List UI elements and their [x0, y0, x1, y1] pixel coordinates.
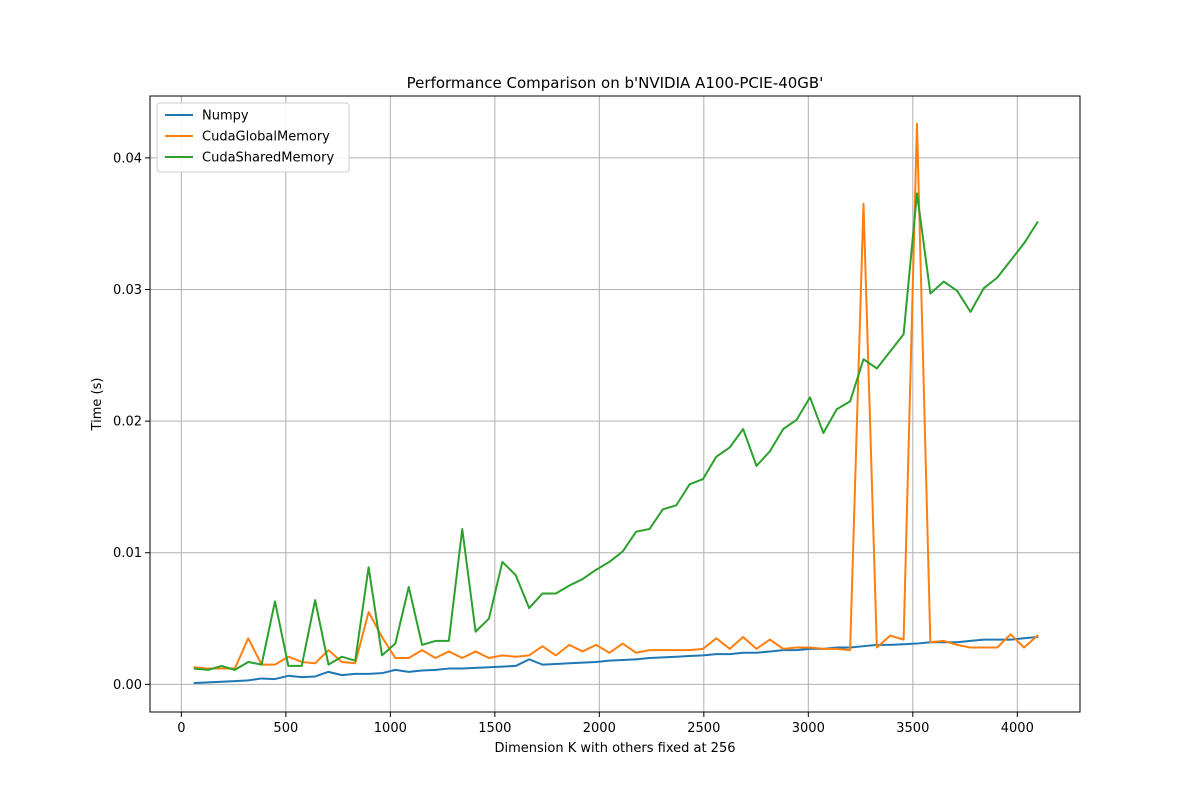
y-tick-label: 0.03	[113, 283, 142, 298]
series-layer	[193, 122, 1039, 685]
series-line-cudaglobalmemory	[193, 122, 1039, 670]
series-line-cudasharedmemory	[193, 192, 1039, 671]
y-tick-label: 0.01	[113, 546, 142, 561]
x-axis-label: Dimension K with others fixed at 256	[494, 741, 735, 756]
y-axis-label: Time (s)	[90, 378, 105, 432]
x-tick-label: 3000	[792, 721, 825, 736]
y-tick-label: 0.04	[113, 151, 142, 166]
x-tick-label: 1500	[478, 721, 511, 736]
x-tick-label: 4000	[1001, 721, 1034, 736]
y-tick-label: 0.00	[113, 678, 142, 693]
grid	[150, 96, 1080, 712]
x-axis: 0 500 1000 1500 2000 2500 3000 3500 4000	[177, 712, 1034, 736]
y-axis: 0.00 0.01 0.02 0.03 0.04	[113, 151, 150, 693]
legend-box	[156, 102, 350, 173]
x-tick-label: 2000	[583, 721, 616, 736]
plot-area	[150, 96, 1080, 712]
legend-label: CudaSharedMemory	[202, 151, 334, 166]
x-tick-label: 3500	[896, 721, 929, 736]
legend: Numpy CudaGlobalMemory CudaSharedMemory	[156, 102, 350, 173]
x-tick-label: 0	[177, 721, 185, 736]
legend-label: Numpy	[202, 109, 249, 124]
plot-frame	[149, 95, 1081, 713]
y-tick-label: 0.02	[113, 415, 142, 430]
chart-title: Performance Comparison on b'NVIDIA A100-…	[407, 74, 824, 92]
x-tick-label: 500	[273, 721, 298, 736]
x-tick-label: 2500	[687, 721, 720, 736]
series-line-numpy	[193, 635, 1039, 685]
x-tick-label: 1000	[374, 721, 407, 736]
legend-label: CudaGlobalMemory	[202, 130, 330, 145]
